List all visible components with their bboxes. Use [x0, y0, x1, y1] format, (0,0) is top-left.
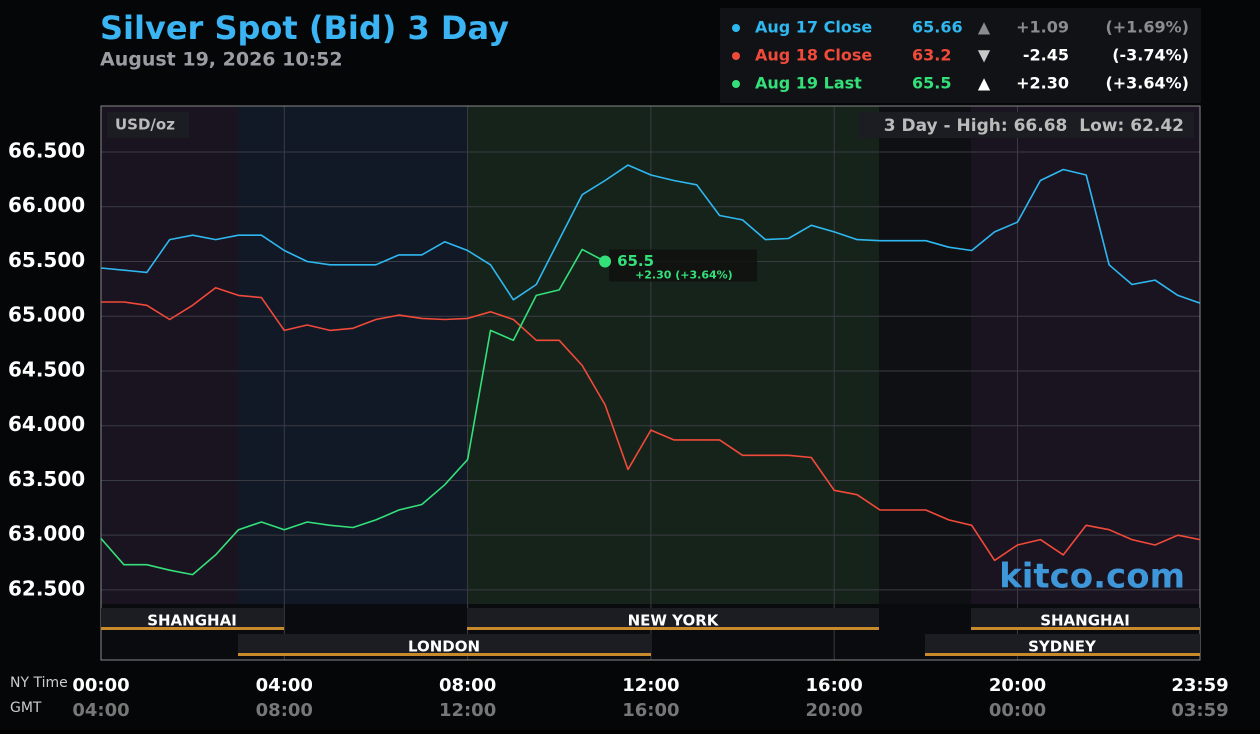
- session-bar: [467, 608, 879, 630]
- y-tick-label: 66.000: [8, 193, 85, 217]
- legend-value: 65.66: [912, 18, 963, 37]
- x2-tick-label: 08:00: [256, 700, 313, 721]
- series-line: [100, 248, 606, 576]
- high-low: 3 Day - High: 66.68 Low: 62.42: [884, 116, 1184, 136]
- legend-value: 63.2: [912, 46, 951, 65]
- session-label: SHANGHAI: [147, 612, 237, 630]
- shade: [101, 106, 238, 660]
- y-tick-label: 63.500: [8, 467, 85, 491]
- session-bar: [971, 608, 1200, 630]
- high-label: 3 Day - High:: [884, 116, 1008, 136]
- legend-change: +2.30: [1016, 74, 1069, 93]
- x2-tick-label: 20:00: [806, 700, 863, 721]
- legend-change-pct: (+1.69%): [1105, 18, 1189, 37]
- watermark: kitco.com: [999, 557, 1185, 597]
- session-line: [925, 653, 1200, 656]
- high-low-box: [858, 112, 1194, 138]
- high-value: 66.68: [1014, 116, 1068, 136]
- x2-tick-label: 00:00: [989, 700, 1046, 721]
- shade: [879, 106, 971, 660]
- x-tick-label: 00:00: [72, 675, 129, 696]
- session-line: [467, 627, 879, 630]
- x2-tick-label: 16:00: [622, 700, 679, 721]
- legend-change-pct: (+3.64%): [1105, 74, 1189, 93]
- plot-frame: [100, 105, 1201, 661]
- y-tick-label: 63.000: [8, 522, 85, 546]
- y-tick-label: 65.500: [8, 248, 85, 272]
- y-tick-label: 62.500: [8, 576, 85, 600]
- session-label: SHANGHAI: [1040, 612, 1130, 630]
- series-line: [101, 286, 1201, 562]
- last-value: 65.5: [617, 252, 654, 270]
- low-value: 62.42: [1130, 116, 1184, 136]
- session-label: LONDON: [408, 638, 480, 656]
- y-tick-label: 64.000: [8, 412, 85, 436]
- x-tick-label: 16:00: [806, 675, 863, 696]
- session-bar: [101, 608, 284, 630]
- legend-marker: [732, 52, 740, 60]
- unit-label: USD/oz: [115, 116, 175, 134]
- legend-label: Aug 17 Close: [755, 18, 872, 37]
- legend-label: Aug 19 Last: [755, 74, 862, 93]
- x2-tick-label: 04:00: [72, 700, 129, 721]
- session-label: SYDNEY: [1028, 638, 1097, 656]
- x2-tick-label: 12:00: [439, 700, 496, 721]
- legend-change: -2.45: [1023, 46, 1069, 65]
- unit-box: [107, 112, 189, 138]
- legend-box: [720, 8, 1201, 103]
- session-line: [101, 627, 284, 630]
- shade: [971, 106, 1200, 660]
- legend-value: 65.5: [912, 74, 951, 93]
- shade: [238, 106, 467, 660]
- legend-arrow: ▲: [978, 74, 991, 93]
- legend-marker: [732, 24, 740, 32]
- low-label: Low:: [1079, 116, 1124, 136]
- y-tick-label: 66.500: [8, 138, 85, 162]
- session-bar: [925, 634, 1200, 656]
- legend-change-pct: (-3.74%): [1112, 46, 1189, 65]
- legend-arrow: ▼: [978, 46, 991, 65]
- session-bar: [238, 634, 651, 656]
- x-tick-label: 04:00: [256, 675, 313, 696]
- x-tick-label: 08:00: [439, 675, 496, 696]
- last-point: [599, 255, 612, 268]
- legend-marker: [732, 80, 740, 88]
- legend-arrow: ▲: [978, 18, 991, 37]
- x-tick-label: 23:59: [1171, 675, 1228, 696]
- chart-subtitle: August 19, 2026 10:52: [100, 49, 343, 71]
- session-line: [971, 627, 1200, 630]
- x-tick-label: 20:00: [989, 675, 1046, 696]
- legend-change: +1.09: [1016, 18, 1069, 37]
- session-label: NEW YORK: [628, 612, 720, 630]
- series-line: [100, 164, 1201, 304]
- y-tick-label: 64.500: [8, 357, 85, 381]
- x-axis-label: NY Time: [10, 675, 68, 691]
- chart-title: Silver Spot (Bid) 3 Day: [100, 9, 509, 47]
- annotation-box: [609, 249, 758, 282]
- x2-axis-label: GMT: [10, 700, 42, 716]
- y-tick-label: 65.000: [8, 303, 85, 327]
- legend-label: Aug 18 Close: [755, 46, 872, 65]
- x2-tick-label: 03:59: [1171, 700, 1228, 721]
- last-annotation: +2.30 (+3.64%): [635, 268, 733, 281]
- session-line: [238, 653, 651, 656]
- x-tick-label: 12:00: [622, 675, 679, 696]
- shade: [467, 106, 879, 660]
